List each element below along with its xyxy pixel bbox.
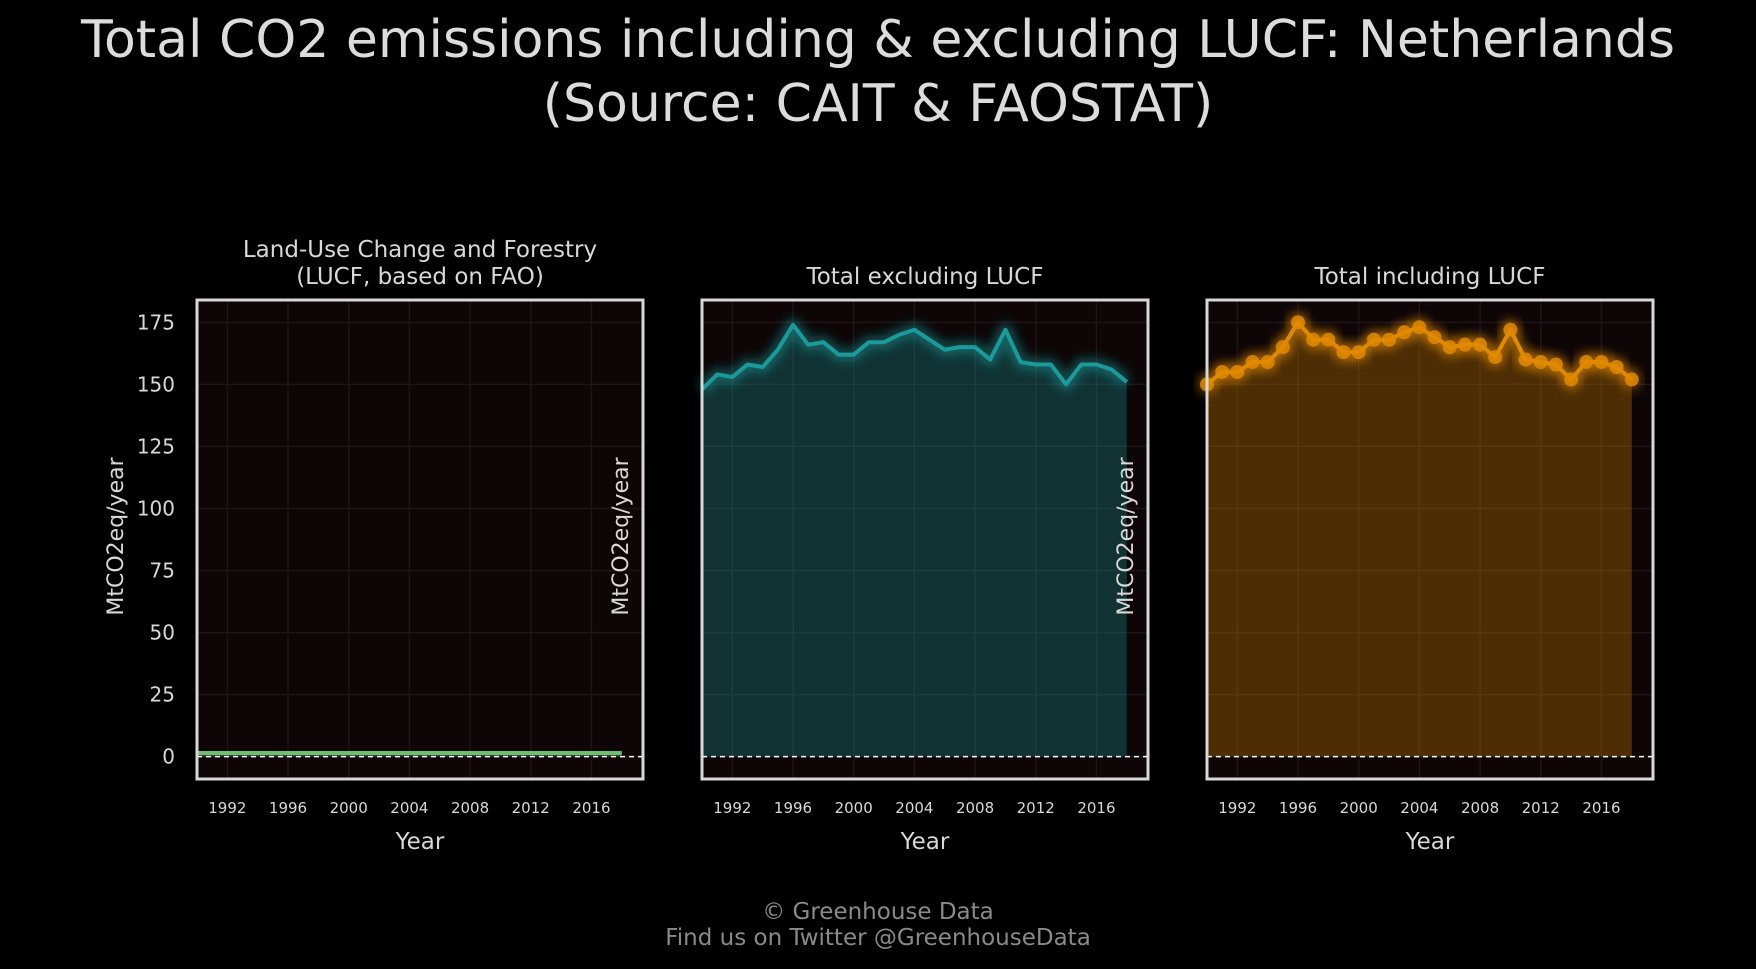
data-point	[1579, 355, 1594, 370]
panel-title: (LUCF, based on FAO)	[296, 264, 544, 290]
x-tick-label: 2004	[1400, 799, 1438, 817]
data-point	[1503, 322, 1518, 337]
x-axis-label: Year	[1405, 829, 1455, 855]
chart-title-line1: Total CO2 emissions including & excludin…	[81, 10, 1675, 70]
y-tick-label: 75	[150, 559, 175, 583]
series-line	[700, 322, 1129, 391]
x-axis-label: Year	[395, 829, 445, 855]
data-point	[1533, 355, 1548, 370]
x-tick-label: 2008	[451, 799, 489, 817]
x-tick-label: 2016	[1582, 799, 1620, 817]
chart-panel-2: 1992 1996 2000 2004 2008 2012 2016 Year MtCO2eq/…	[609, 264, 1150, 855]
data-point	[1609, 360, 1624, 375]
data-point	[1382, 332, 1397, 347]
y-tick-label: 100	[137, 496, 175, 520]
x-tick-label: 2008	[956, 799, 994, 817]
chart-panel-3: 1992 1996 2000 2004 2008 2012 2016 Year MtCO2eq/…	[1114, 264, 1655, 855]
y-tick-label: 125	[137, 434, 175, 458]
x-tick-label: 2016	[1077, 799, 1115, 817]
data-point	[1215, 364, 1230, 379]
footer-copyright: © Greenhouse Data	[762, 899, 994, 925]
y-tick-label: 0	[162, 745, 175, 769]
x-tick-label: 1992	[208, 799, 246, 817]
y-tick-label: 50	[150, 621, 175, 645]
area-fill	[702, 324, 1127, 757]
x-tick-label: 2004	[390, 799, 428, 817]
x-tick-label: 2008	[1461, 799, 1499, 817]
chart-title-line2: (Source: CAIT & FAOSTAT)	[542, 74, 1214, 134]
plot-frame	[1205, 298, 1655, 781]
x-tick-label: 1992	[1218, 799, 1256, 817]
plot-frame	[700, 298, 1150, 781]
data-point	[1564, 372, 1579, 387]
data-point	[1442, 340, 1457, 355]
data-point	[1321, 332, 1336, 347]
data-point	[1351, 345, 1366, 360]
data-point	[1457, 337, 1472, 352]
y-axis-label: MtCO2eq/year	[609, 456, 634, 615]
x-tick-label: 1996	[269, 799, 307, 817]
y-axis-label: MtCO2eq/year	[1114, 456, 1139, 615]
x-tick-label: 1996	[774, 799, 812, 817]
x-tick-label: 2012	[512, 799, 550, 817]
chart-panel-1: 1992 1996 2000 2004 2008 2012 2016 0 25 50 75 100 12…	[104, 237, 645, 855]
data-point	[1488, 350, 1503, 365]
data-point	[1291, 315, 1306, 330]
footer-twitter: Find us on Twitter @GreenhouseData	[665, 925, 1091, 951]
panel-title: Total including LUCF	[1314, 264, 1546, 290]
data-point	[1230, 364, 1245, 379]
x-tick-label: 2012	[1522, 799, 1560, 817]
x-tick-label: 1996	[1279, 799, 1317, 817]
data-point	[1473, 337, 1488, 352]
y-tick-label: 150	[137, 372, 175, 396]
x-tick-label: 2000	[330, 799, 368, 817]
x-tick-label: 2000	[835, 799, 873, 817]
y-tick-label: 175	[137, 310, 175, 334]
data-point	[1366, 332, 1381, 347]
data-point	[1412, 320, 1427, 335]
data-point	[1306, 332, 1321, 347]
y-tick-label: 25	[150, 683, 175, 707]
x-tick-label: 2016	[572, 799, 610, 817]
data-point	[1624, 372, 1639, 387]
plot-background	[197, 300, 643, 779]
plot-frame	[195, 298, 645, 781]
y-axis-label: MtCO2eq/year	[104, 456, 129, 615]
area-fill	[1207, 322, 1632, 757]
x-tick-label: 2000	[1340, 799, 1378, 817]
data-point	[1518, 352, 1533, 367]
data-point	[1397, 325, 1412, 340]
x-axis-label: Year	[900, 829, 950, 855]
panel-title: Total excluding LUCF	[806, 264, 1044, 290]
x-tick-label: 2004	[895, 799, 933, 817]
data-point	[1548, 357, 1563, 372]
x-tick-label: 1992	[713, 799, 751, 817]
data-point	[1594, 355, 1609, 370]
x-tick-label: 2012	[1017, 799, 1055, 817]
data-point	[1260, 355, 1275, 370]
data-point	[1245, 355, 1260, 370]
panel-title: Land-Use Change and Forestry	[243, 237, 597, 263]
data-point	[1275, 340, 1290, 355]
data-point	[1336, 345, 1351, 360]
data-point	[1427, 330, 1442, 345]
